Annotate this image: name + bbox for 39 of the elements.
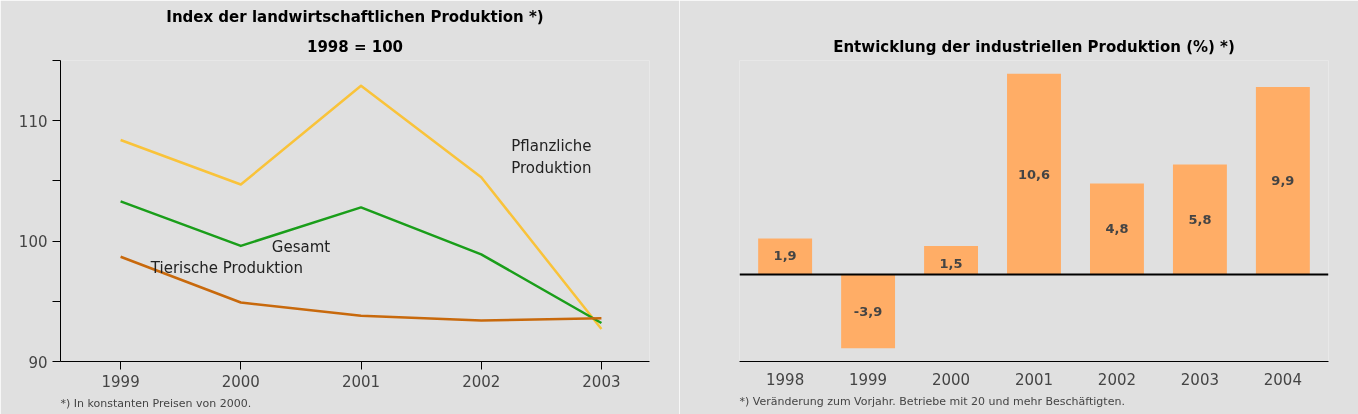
text: *) In konstanten Preisen von 2000.	[60, 396, 252, 410]
line-series	[119, 255, 603, 322]
data-label: -3,9	[853, 303, 883, 319]
bar	[1255, 86, 1310, 275]
x-tick-label: 2001	[1014, 370, 1054, 389]
x-tick-label: 2002	[1097, 370, 1137, 389]
chart-title: Index der landwirtschaftlichen Produktion *)	[166, 7, 544, 26]
x-tick-label: 2003	[582, 372, 621, 391]
bar	[1090, 183, 1144, 275]
y-tick-label: 110	[18, 112, 48, 131]
bar	[1007, 73, 1061, 275]
x-tick-label: 2001	[341, 372, 381, 391]
data-label: 9,9	[1271, 173, 1295, 189]
x-tick-label: 2004	[1263, 370, 1302, 389]
x-tick-label: 2000	[931, 370, 971, 389]
x-tick-label: 1999	[101, 372, 140, 391]
line-series	[119, 200, 603, 325]
text: *) Veränderung zum Vorjahr. Betriebe mit 20 und mehr Beschäftigten.	[739, 394, 1125, 408]
bar	[841, 274, 896, 349]
chart-subtitle: 1998 = 100	[306, 37, 404, 56]
x-tick-label: 2002	[462, 372, 501, 391]
y-tick-label: 100	[18, 233, 48, 252]
series-label: Gesamt	[271, 238, 331, 257]
data-label: 1,9	[773, 248, 797, 264]
x-tick-label: 2000	[221, 372, 260, 391]
series-label: Pflanzliche Produktion	[511, 137, 592, 178]
series-label: Tierische Produktion	[149, 258, 304, 277]
data-label: 5,8	[1188, 212, 1212, 228]
data-label: 10,6	[1017, 166, 1051, 182]
bar	[758, 238, 813, 275]
data-label: 1,5	[939, 255, 963, 271]
x-tick-label: 1998	[766, 370, 805, 389]
bar	[1172, 164, 1227, 275]
y-tick-label: 90	[28, 353, 48, 372]
line-series	[119, 84, 603, 331]
chart-title: Entwicklung der industriellen Produktion (%) *)	[833, 37, 1235, 56]
x-tick-label: 1999	[849, 370, 888, 389]
x-tick-label: 2003	[1180, 370, 1220, 389]
data-label: 4,8	[1105, 221, 1129, 237]
